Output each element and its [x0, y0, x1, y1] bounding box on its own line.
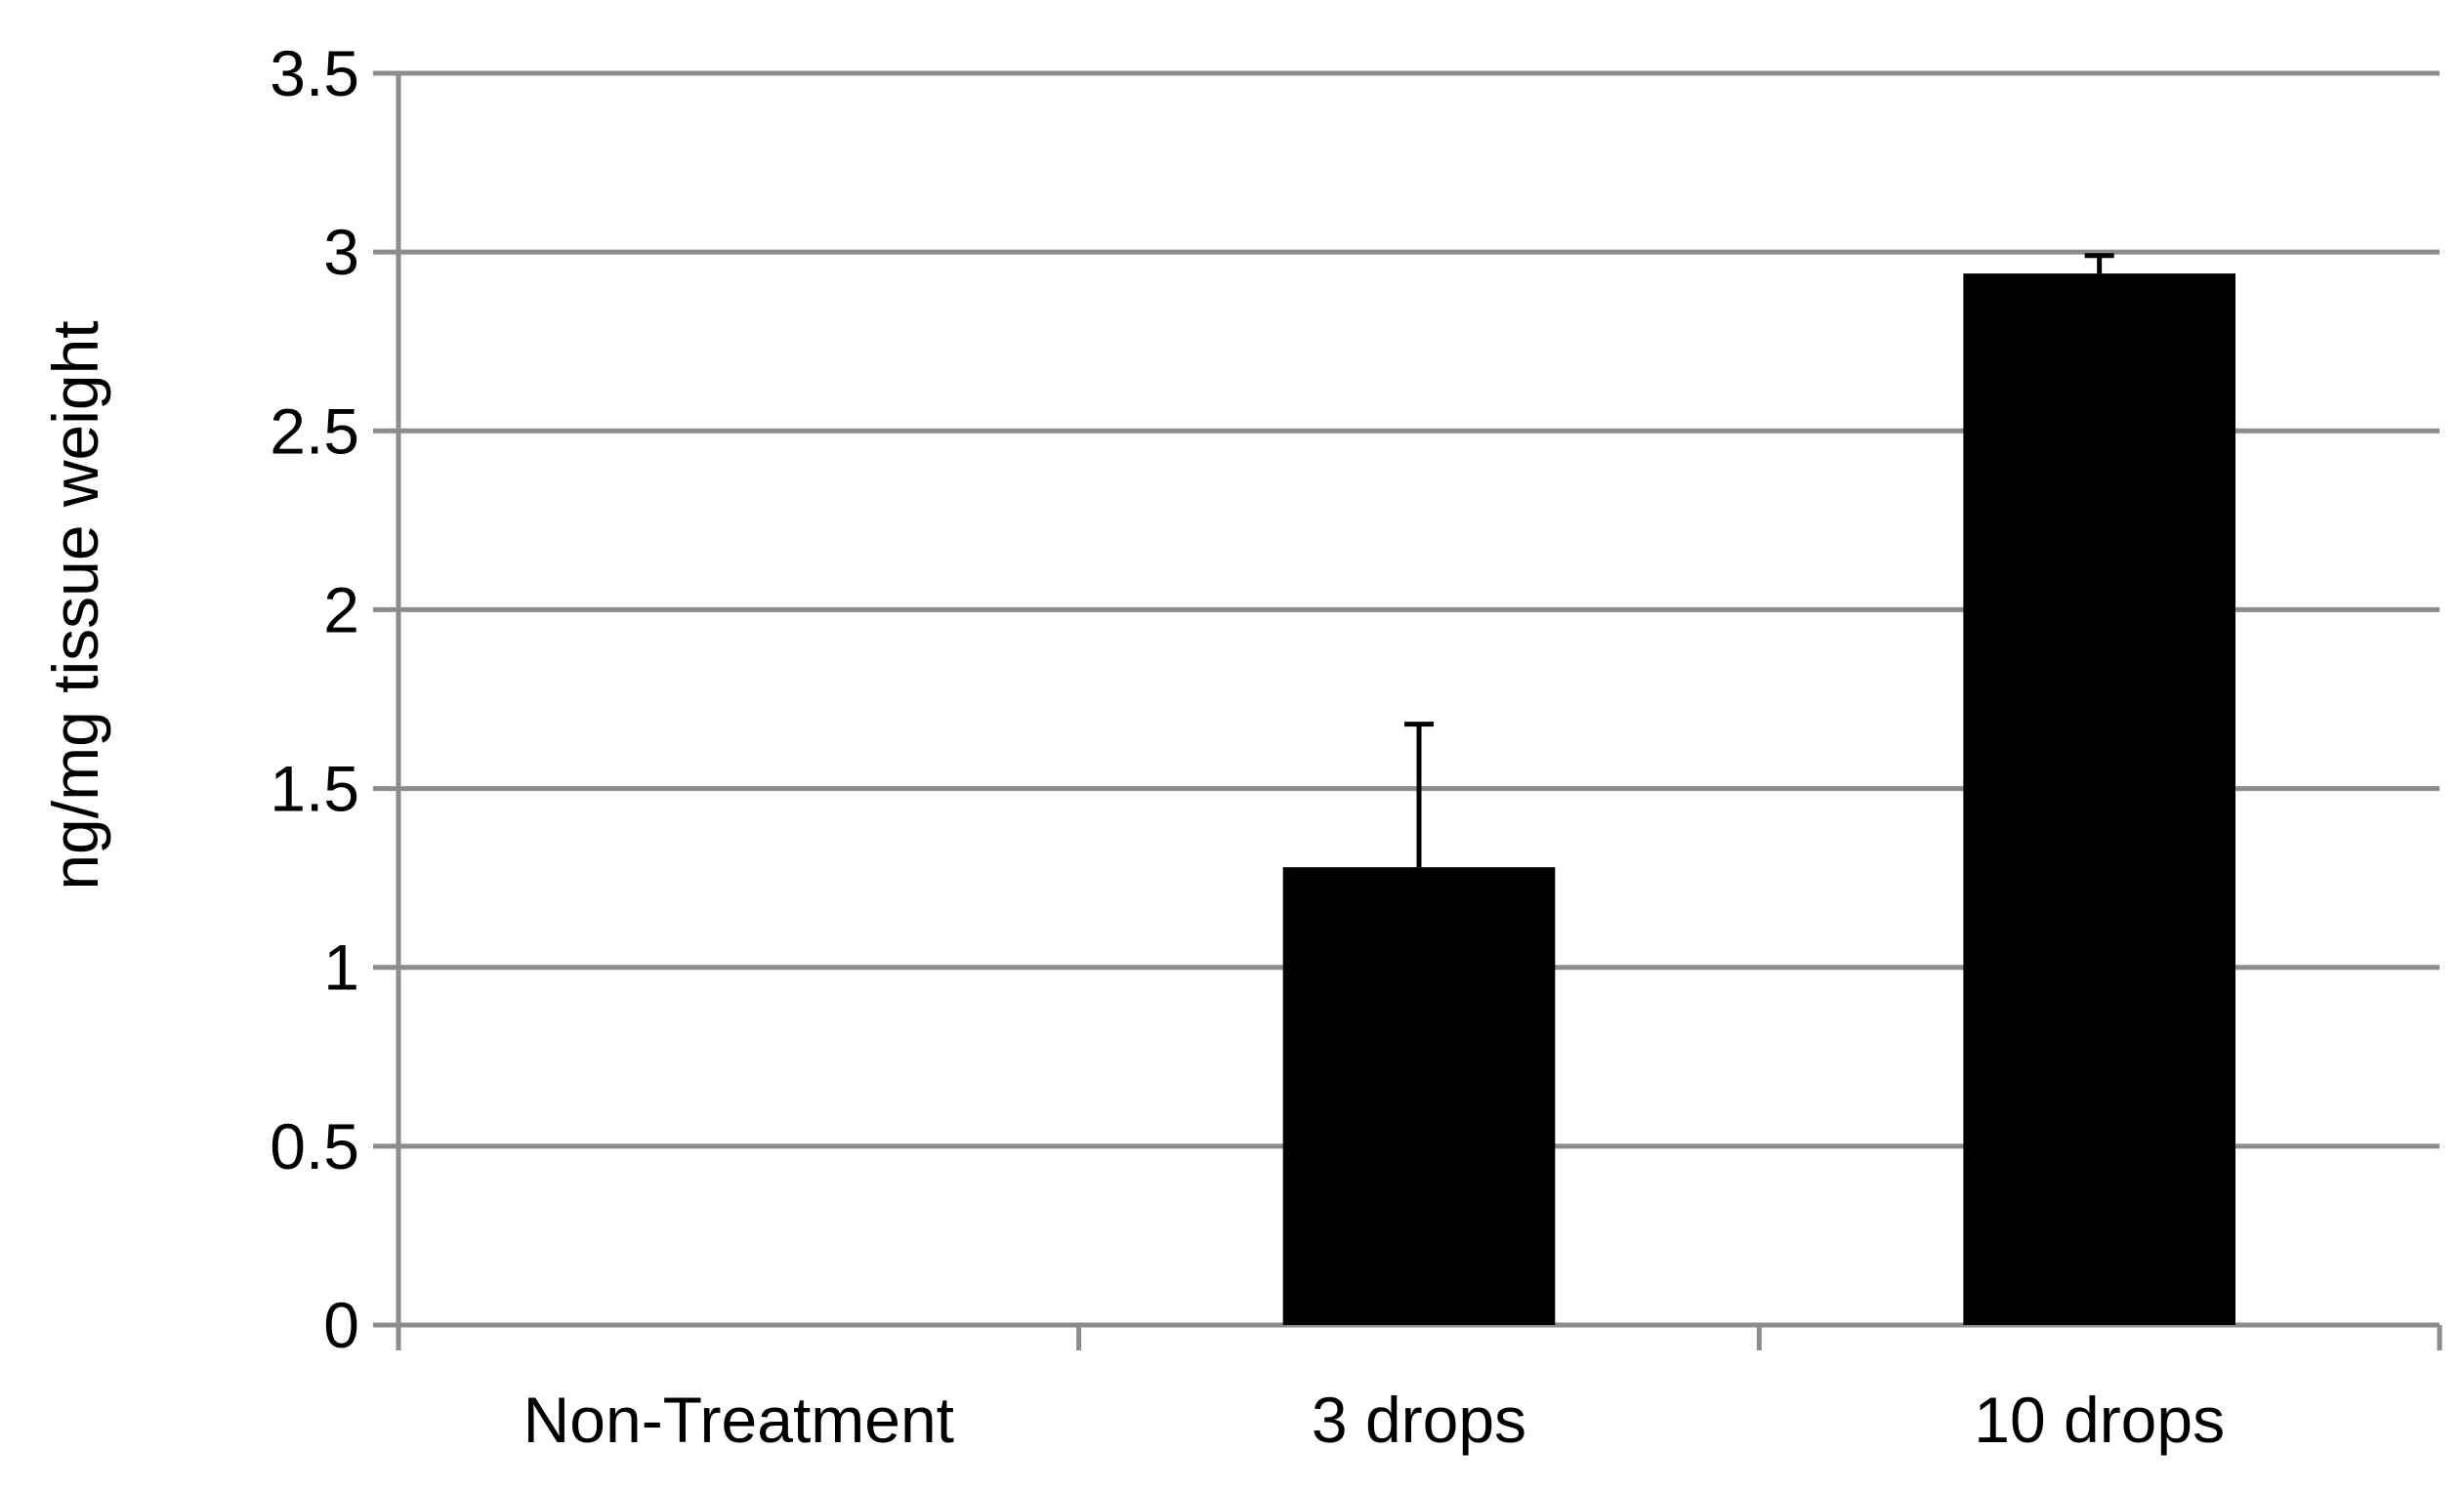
x-tick-label: 10 drops: [1974, 1384, 2225, 1456]
y-tick-labels: 0 0.5 1 1.5 2 2.5 3 3.5: [270, 37, 359, 1361]
y-tick-label: 3.5: [270, 37, 359, 109]
bar: [1282, 867, 1556, 1325]
bars: [1282, 273, 2235, 1325]
bar: [1963, 273, 2235, 1325]
y-tick-label: 1: [323, 932, 359, 1004]
x-tick-label: Non-Treatment: [523, 1384, 954, 1456]
x-tick-label: 3 drops: [1312, 1384, 1526, 1456]
y-axis-title: ng/mg tissue weight: [39, 320, 111, 890]
y-tick-label: 3: [323, 216, 359, 288]
y-tick-label: 0.5: [270, 1110, 359, 1182]
y-tick-label: 0: [323, 1289, 359, 1361]
y-tick-label: 1.5: [270, 753, 359, 825]
error-bars: [1404, 253, 2114, 868]
y-tick-label: 2.5: [270, 394, 359, 467]
x-tick-labels: Non-Treatment 3 drops 10 drops: [523, 1384, 2225, 1456]
y-tick-label: 2: [323, 573, 359, 645]
